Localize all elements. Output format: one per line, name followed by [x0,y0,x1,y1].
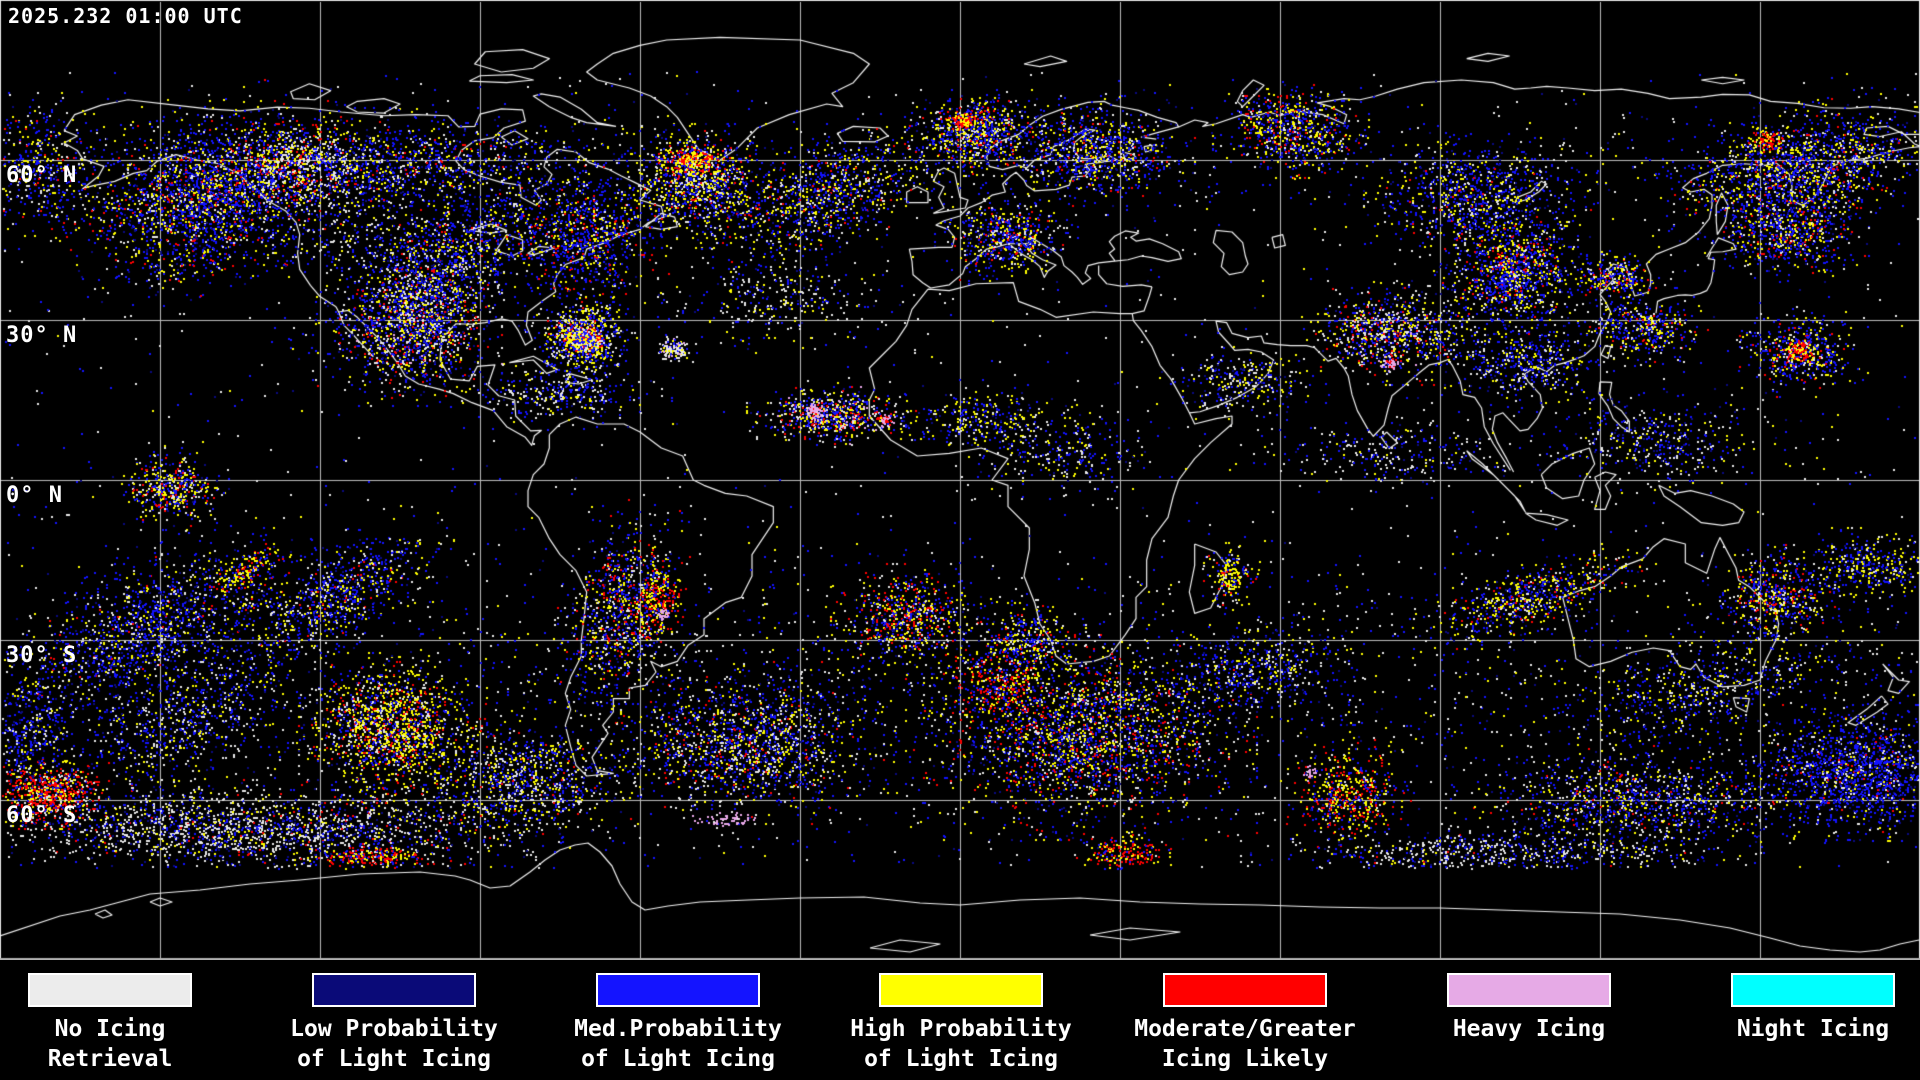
legend-item-label: Heavy Icing [1452,1016,1606,1042]
latitude-label: 30° S [6,643,78,668]
legend-item-label: High Probability of Light Icing [850,1016,1072,1072]
timestamp-label: 2025.232 01:00 UTC [8,4,243,28]
global-icing-map-image [0,0,1920,960]
legend-item-low-prob-light: Low Probability of Light Icing [244,973,544,1074]
legend-item-night-icing: Night Icing [1663,973,1920,1044]
legend-item-label: Med.Probability of Light Icing [574,1016,782,1072]
latitude-label: 60° S [6,803,78,828]
legend-color-swatch [1447,973,1611,1007]
legend-item-label: Moderate/Greater Icing Likely [1134,1016,1356,1072]
legend-item-heavy-icing: Heavy Icing [1379,973,1679,1044]
legend-item-moderate-greater: Moderate/Greater Icing Likely [1095,973,1395,1074]
legend-color-swatch [312,973,476,1007]
latitude-label: 0° N [6,483,63,508]
legend-bar: No Icing Retrieval Low Probability of Li… [0,960,1920,1080]
latitude-label: 60° N [6,163,78,188]
legend-color-swatch [879,973,1043,1007]
legend-color-swatch [1731,973,1895,1007]
legend-item-high-prob-light: High Probability of Light Icing [811,973,1111,1074]
legend-color-swatch [1163,973,1327,1007]
legend-item-no-icing-retrieval: No Icing Retrieval [0,973,260,1074]
legend-item-label: Low Probability of Light Icing [290,1016,498,1072]
legend-color-swatch [596,973,760,1007]
legend-item-label: No Icing Retrieval [47,1016,173,1072]
legend-color-swatch [28,973,192,1007]
legend-item-label: Night Icing [1736,1016,1890,1042]
latitude-label: 30° N [6,323,78,348]
legend-item-med-prob-light: Med.Probability of Light Icing [528,973,828,1074]
